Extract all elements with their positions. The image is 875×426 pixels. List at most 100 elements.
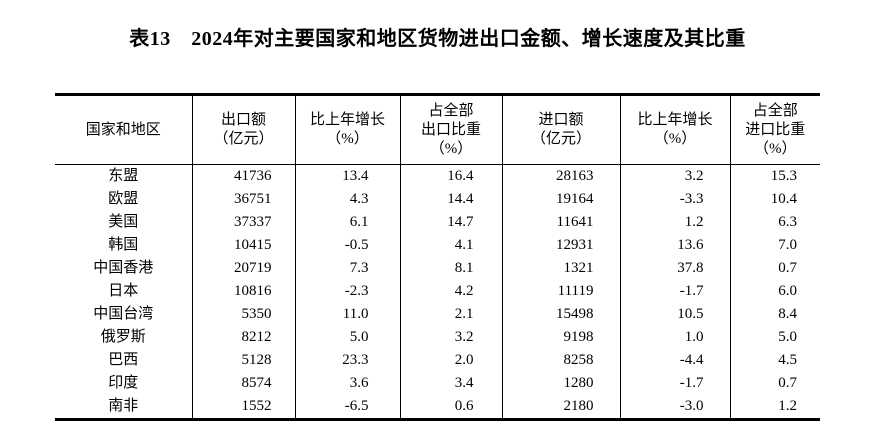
table-header: 国家和地区 出口额 （亿元） 比上年增长 （%） 占全部出口比重 （%） 进口额 （亿元） 比上年… — [55, 94, 820, 165]
cell-region: 印度 — [108, 375, 139, 391]
cell-region: 南非 — [108, 398, 139, 414]
header-line: （亿元） — [213, 131, 274, 147]
cell-import-growth: 37.8 — [619, 257, 730, 280]
header-line: 占全部 — [428, 102, 474, 119]
cell-region: 美国 — [108, 214, 139, 230]
cell-export-value: 8574 — [191, 372, 295, 395]
col-header-import-growth: 比上年增长 （%） — [619, 94, 730, 165]
cell-import-share: 0.7 — [729, 257, 820, 280]
cell-import-value: 11641 — [501, 211, 620, 234]
cell-export-value: 10415 — [191, 234, 295, 257]
header-line: （%） — [653, 131, 697, 147]
cell-import-value: 15498 — [501, 303, 620, 326]
col-header-import-value: 进口额 （亿元） — [501, 94, 620, 165]
cell-export-growth: 7.3 — [294, 257, 400, 280]
cell-import-share: 10.4 — [729, 188, 820, 211]
header-line: 比上年增长 — [309, 112, 385, 128]
table-title: 表13 2024年对主要国家和地区货物进出口金额、增长速度及其比重 — [129, 28, 746, 50]
cell-export-growth: 23.3 — [294, 349, 400, 372]
header-line: （%） — [429, 140, 473, 157]
cell-export-growth: -6.5 — [294, 395, 400, 420]
cell-export-value: 5128 — [191, 349, 295, 372]
col-header-export-growth: 比上年增长 （%） — [294, 94, 400, 165]
cell-export-share: 2.0 — [399, 349, 502, 372]
cell-region: 韩国 — [108, 237, 139, 253]
col-header-export-value: 出口额 （亿元） — [191, 94, 295, 165]
table-row: 韩国 10415 -0.5 4.1 12931 13.6 7.0 — [55, 234, 820, 257]
cell-export-growth: 13.4 — [294, 164, 400, 188]
cell-import-growth: 10.5 — [619, 303, 730, 326]
cell-export-share: 3.4 — [399, 372, 502, 395]
cell-export-growth: -2.3 — [294, 280, 400, 303]
header-line: 国家和地区 — [85, 121, 161, 138]
cell-import-value: 9198 — [501, 326, 620, 349]
cell-export-value: 5350 — [191, 303, 295, 326]
cell-export-share: 14.4 — [399, 188, 502, 211]
cell-import-share: 1.2 — [729, 395, 820, 420]
cell-export-share: 14.7 — [399, 211, 502, 234]
cell-export-growth: 3.6 — [294, 372, 400, 395]
header-line: 比上年增长 — [637, 112, 713, 128]
table-row: 南非 1552 -6.5 0.6 2180 -3.0 1.2 — [55, 395, 820, 420]
col-header-region: 国家和地区 — [55, 94, 192, 165]
cell-export-growth: -0.5 — [294, 234, 400, 257]
table-row: 美国 37337 6.1 14.7 11641 1.2 6.3 — [55, 211, 820, 234]
cell-export-growth: 6.1 — [294, 211, 400, 234]
table-row: 俄罗斯 8212 5.0 3.2 9198 1.0 5.0 — [55, 326, 820, 349]
cell-export-value: 10816 — [191, 280, 295, 303]
cell-import-growth: -1.7 — [619, 372, 730, 395]
cell-import-growth: -1.7 — [619, 280, 730, 303]
cell-export-value: 41736 — [191, 164, 295, 188]
cell-import-growth: -3.0 — [619, 395, 730, 420]
cell-export-growth: 11.0 — [294, 303, 400, 326]
cell-import-share: 4.5 — [729, 349, 820, 372]
cell-import-value: 1321 — [501, 257, 620, 280]
header-line: （亿元） — [530, 131, 591, 147]
header-line: 出口比重 — [420, 121, 481, 138]
cell-import-share: 15.3 — [729, 164, 820, 188]
cell-export-share: 4.2 — [399, 280, 502, 303]
cell-export-share: 2.1 — [399, 303, 502, 326]
cell-import-share: 6.3 — [729, 211, 820, 234]
cell-export-value: 37337 — [191, 211, 295, 234]
cell-region: 巴西 — [108, 352, 139, 368]
cell-import-value: 11119 — [501, 280, 620, 303]
header-line: 占全部 — [752, 102, 798, 119]
cell-import-value: 19164 — [501, 188, 620, 211]
table-row: 巴西 5128 23.3 2.0 8258 -4.4 4.5 — [55, 349, 820, 372]
cell-export-share: 3.2 — [399, 326, 502, 349]
cell-import-value: 8258 — [501, 349, 620, 372]
cell-export-value: 36751 — [191, 188, 295, 211]
cell-export-share: 8.1 — [399, 257, 502, 280]
header-line: 进口额 — [538, 112, 584, 128]
cell-export-value: 20719 — [191, 257, 295, 280]
cell-import-share: 5.0 — [729, 326, 820, 349]
cell-import-share: 7.0 — [729, 234, 820, 257]
table-row: 中国香港 20719 7.3 8.1 1321 37.8 0.7 — [55, 257, 820, 280]
col-header-export-share: 占全部出口比重 （%） — [399, 94, 502, 165]
table-body: 东盟 41736 13.4 16.4 28163 3.2 15.3 欧盟 36751 4.3 14.… — [55, 164, 820, 420]
trade-table: 国家和地区 出口额 （亿元） 比上年增长 （%） 占全部出口比重 （%） 进口额 （亿元） 比上年… — [55, 93, 820, 421]
header-line: 出口额 — [220, 112, 266, 128]
cell-import-value: 12931 — [501, 234, 620, 257]
header-line: 进口比重 — [745, 121, 806, 138]
cell-export-value: 8212 — [191, 326, 295, 349]
cell-import-share: 0.7 — [729, 372, 820, 395]
cell-export-growth: 5.0 — [294, 326, 400, 349]
cell-import-value: 1280 — [501, 372, 620, 395]
cell-region: 东盟 — [108, 168, 139, 184]
cell-import-growth: -4.4 — [619, 349, 730, 372]
table-row: 印度 8574 3.6 3.4 1280 -1.7 0.7 — [55, 372, 820, 395]
cell-import-growth: 3.2 — [619, 164, 730, 188]
cell-export-growth: 4.3 — [294, 188, 400, 211]
table-row: 欧盟 36751 4.3 14.4 19164 -3.3 10.4 — [55, 188, 820, 211]
header-line: （%） — [754, 140, 797, 157]
cell-import-value: 28163 — [501, 164, 620, 188]
cell-import-growth: 1.2 — [619, 211, 730, 234]
cell-import-share: 6.0 — [729, 280, 820, 303]
col-header-import-share: 占全部进口比重 （%） — [729, 94, 820, 165]
header-line: （%） — [326, 131, 369, 147]
cell-export-share: 4.1 — [399, 234, 502, 257]
cell-region: 中国香港 — [93, 260, 154, 276]
